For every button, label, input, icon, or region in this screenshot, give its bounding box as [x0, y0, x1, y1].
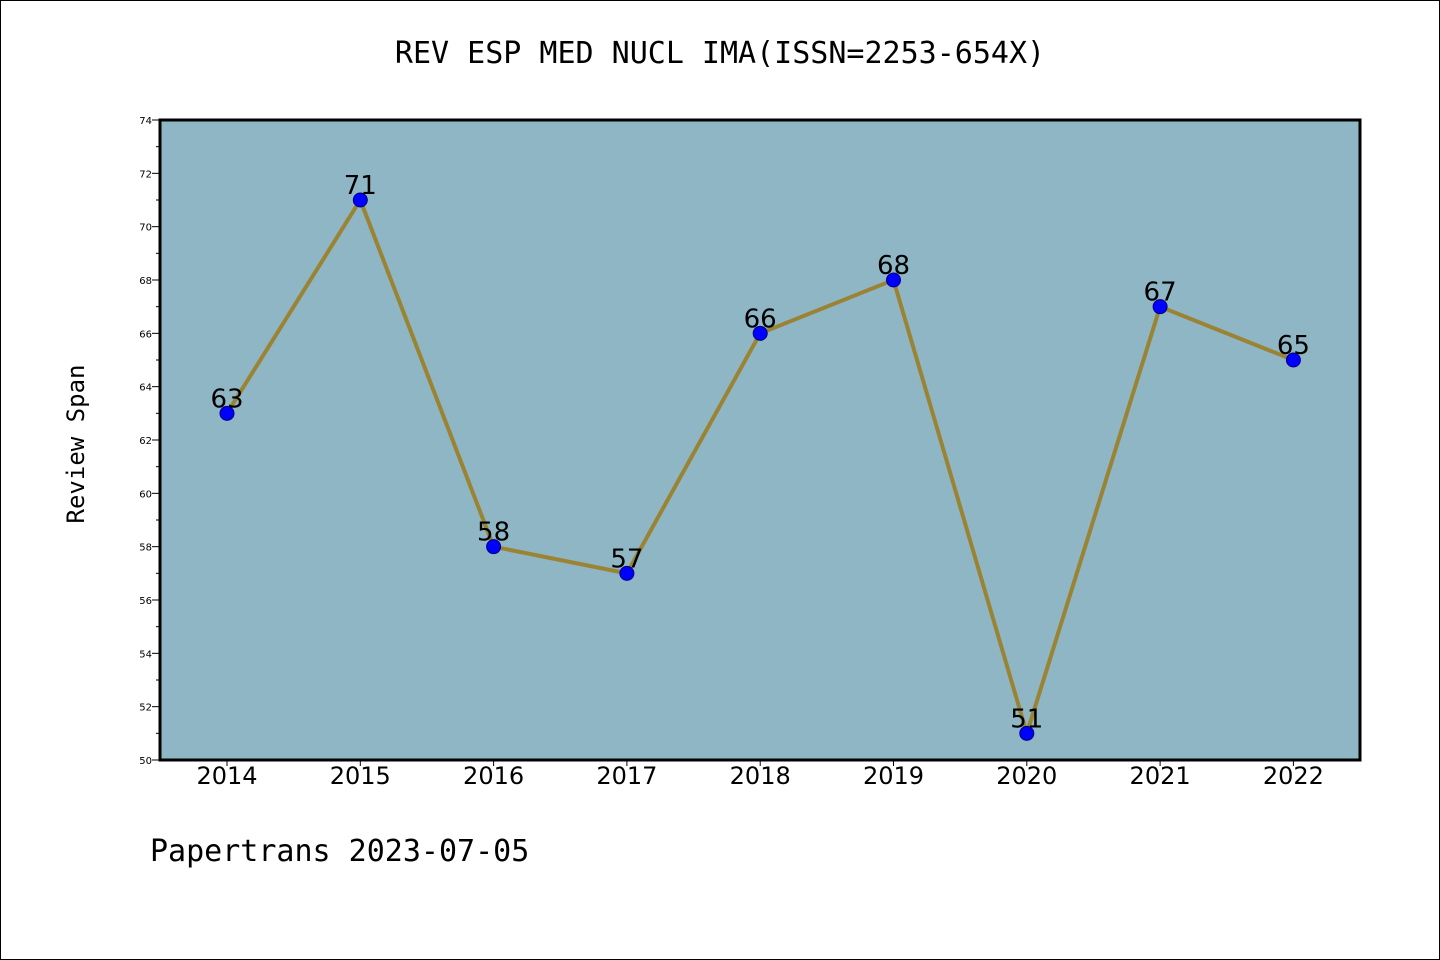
x-tick-label: 2021	[1130, 762, 1191, 790]
data-point	[886, 272, 901, 288]
data-point	[1152, 299, 1168, 315]
y-tick-label: 68	[139, 276, 152, 287]
x-tick-label: 2019	[863, 762, 924, 790]
footer-text: Papertrans 2023-07-05	[150, 834, 530, 869]
y-tick-label: 66	[139, 329, 152, 340]
data-label: 57	[610, 544, 643, 574]
data-point	[219, 405, 235, 421]
series-group	[219, 192, 1301, 741]
data-label: 63	[210, 384, 243, 414]
y-tick-label: 74	[139, 116, 152, 127]
data-label: 65	[1277, 331, 1310, 361]
y-tick-label: 72	[139, 169, 152, 180]
y-tick-label: 60	[139, 489, 152, 500]
x-tick-label: 2016	[463, 762, 524, 790]
data-labels: 63 71 58 57 66 68 51 67 65	[210, 171, 1309, 734]
y-axis: 50 52 54 56 58 60 62 64 66 68 70 72 74	[139, 116, 160, 767]
data-label: 66	[744, 304, 777, 334]
data-label: 71	[344, 171, 377, 201]
x-axis: 2014 2015 2016 2017 2018 2019 2020 2021 2022	[196, 760, 1324, 790]
data-label: 51	[1010, 704, 1043, 734]
y-tick-label: 70	[139, 223, 152, 234]
data-label: 67	[1144, 278, 1177, 308]
data-point	[1019, 725, 1035, 741]
data-point	[486, 539, 502, 555]
y-tick-label: 56	[139, 596, 152, 607]
data-label: 58	[477, 518, 510, 548]
chart-title: REV ESP MED NUCL IMA(ISSN=2253-654X)	[394, 36, 1046, 71]
plot-border	[158, 118, 1362, 762]
data-point	[752, 325, 768, 341]
y-tick-label: 62	[139, 436, 152, 447]
x-tick-label: 2020	[996, 762, 1057, 790]
y-tick-label: 58	[139, 543, 152, 554]
x-tick-label: 2022	[1263, 762, 1324, 790]
x-tick-label: 2018	[730, 762, 791, 790]
data-point	[619, 565, 635, 581]
y-axis-label: Review Span	[62, 365, 90, 524]
plot-area	[160, 120, 1360, 760]
data-label: 68	[877, 251, 910, 281]
x-tick-label: 2015	[330, 762, 391, 790]
x-tick-label: 2014	[196, 762, 257, 790]
y-tick-label: 52	[139, 703, 152, 714]
y-tick-label: 54	[139, 649, 152, 660]
x-tick-label: 2017	[596, 762, 657, 790]
data-point	[352, 192, 368, 208]
y-tick-label: 64	[139, 383, 152, 394]
data-point	[1285, 352, 1301, 368]
y-tick-label: 50	[139, 756, 152, 767]
